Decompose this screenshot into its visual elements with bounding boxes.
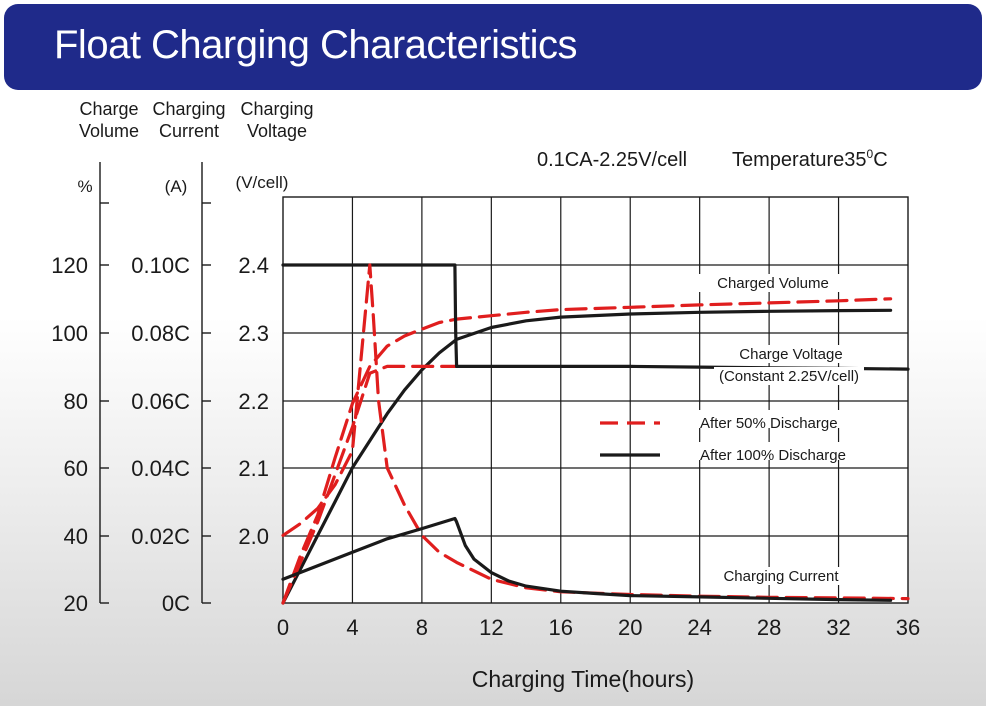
chart-labels: ChargeVolume%ChargingCurrent(A)ChargingV… (77, 99, 887, 692)
x-tick-label: 32 (826, 615, 850, 640)
y-tick-label: 0.06C (131, 389, 190, 414)
y-tick-label: 80 (64, 389, 88, 414)
y-axis-unit: % (77, 177, 92, 196)
y-tick-label: 2.1 (238, 456, 269, 481)
y-tick-label: 60 (64, 456, 88, 481)
x-axis-label: Charging Time(hours) (472, 666, 694, 692)
temperature-label: Temperature350C (732, 147, 888, 171)
y-axis-title: Charging (240, 99, 313, 119)
annotation-bg (716, 345, 866, 363)
x-tick-label: 16 (549, 615, 573, 640)
y-axis-unit: (V/cell) (236, 173, 289, 192)
y-tick-label: 40 (64, 524, 88, 549)
y-tick-label: 0C (162, 591, 190, 616)
series-line-charged-volume-100 (281, 308, 893, 605)
y-tick-label: 0.04C (131, 456, 190, 481)
annotation-bg (714, 367, 864, 385)
y-axis-unit: (A) (165, 177, 188, 196)
series-line-charged-volume-50 (281, 297, 893, 605)
x-tick-label: 20 (618, 615, 642, 640)
annotation-label: Charged Volume (717, 275, 829, 292)
y-tick-label: 2.3 (238, 321, 269, 346)
annotation-bg (698, 274, 848, 292)
y-tick-label: 0.08C (131, 321, 190, 346)
y-axis-title: Volume (79, 121, 139, 141)
y-axis-title: Voltage (247, 121, 307, 141)
x-tick-label: 8 (416, 615, 428, 640)
x-tick-label: 36 (896, 615, 920, 640)
y-axis-title: Charge (79, 99, 138, 119)
page-title: Float Charging Characteristics (54, 23, 578, 67)
legend-bg (697, 442, 867, 460)
legend-label: After 100% Discharge (700, 447, 846, 464)
chart-subtitle: 0.1CA-2.25V/cell (537, 149, 687, 171)
legend-label: After 50% Discharge (700, 415, 838, 432)
y-tick-label: 2.4 (238, 253, 269, 278)
y-tick-label: 2.2 (238, 389, 269, 414)
x-tick-label: 0 (277, 615, 289, 640)
y-tick-label: 100 (51, 321, 88, 346)
y-tick-label: 0.10C (131, 253, 190, 278)
annotation-bg (706, 567, 856, 585)
y-tick-label: 0.02C (131, 524, 190, 549)
y-tick-label: 20 (64, 591, 88, 616)
annotation-label: (Constant 2.25V/cell) (719, 368, 859, 385)
x-tick-label: 28 (757, 615, 781, 640)
legend-bg (697, 410, 867, 428)
series-line-charging-current-100 (281, 516, 893, 602)
x-tick-label: 4 (346, 615, 358, 640)
chart-axes: 204060801001200C0.02C0.04C0.06C0.08C0.10… (51, 162, 920, 640)
header-banner: Float Charging Characteristics (4, 4, 982, 90)
y-tick-label: 120 (51, 253, 88, 278)
y-axis-title: Charging (152, 99, 225, 119)
x-tick-label: 12 (479, 615, 503, 640)
annotation-label: Charging Current (723, 568, 839, 585)
y-axis-title: Current (159, 121, 219, 141)
annotation-label: Charge Voltage (739, 346, 842, 363)
x-tick-label: 24 (687, 615, 711, 640)
y-tick-label: 2.0 (238, 524, 269, 549)
